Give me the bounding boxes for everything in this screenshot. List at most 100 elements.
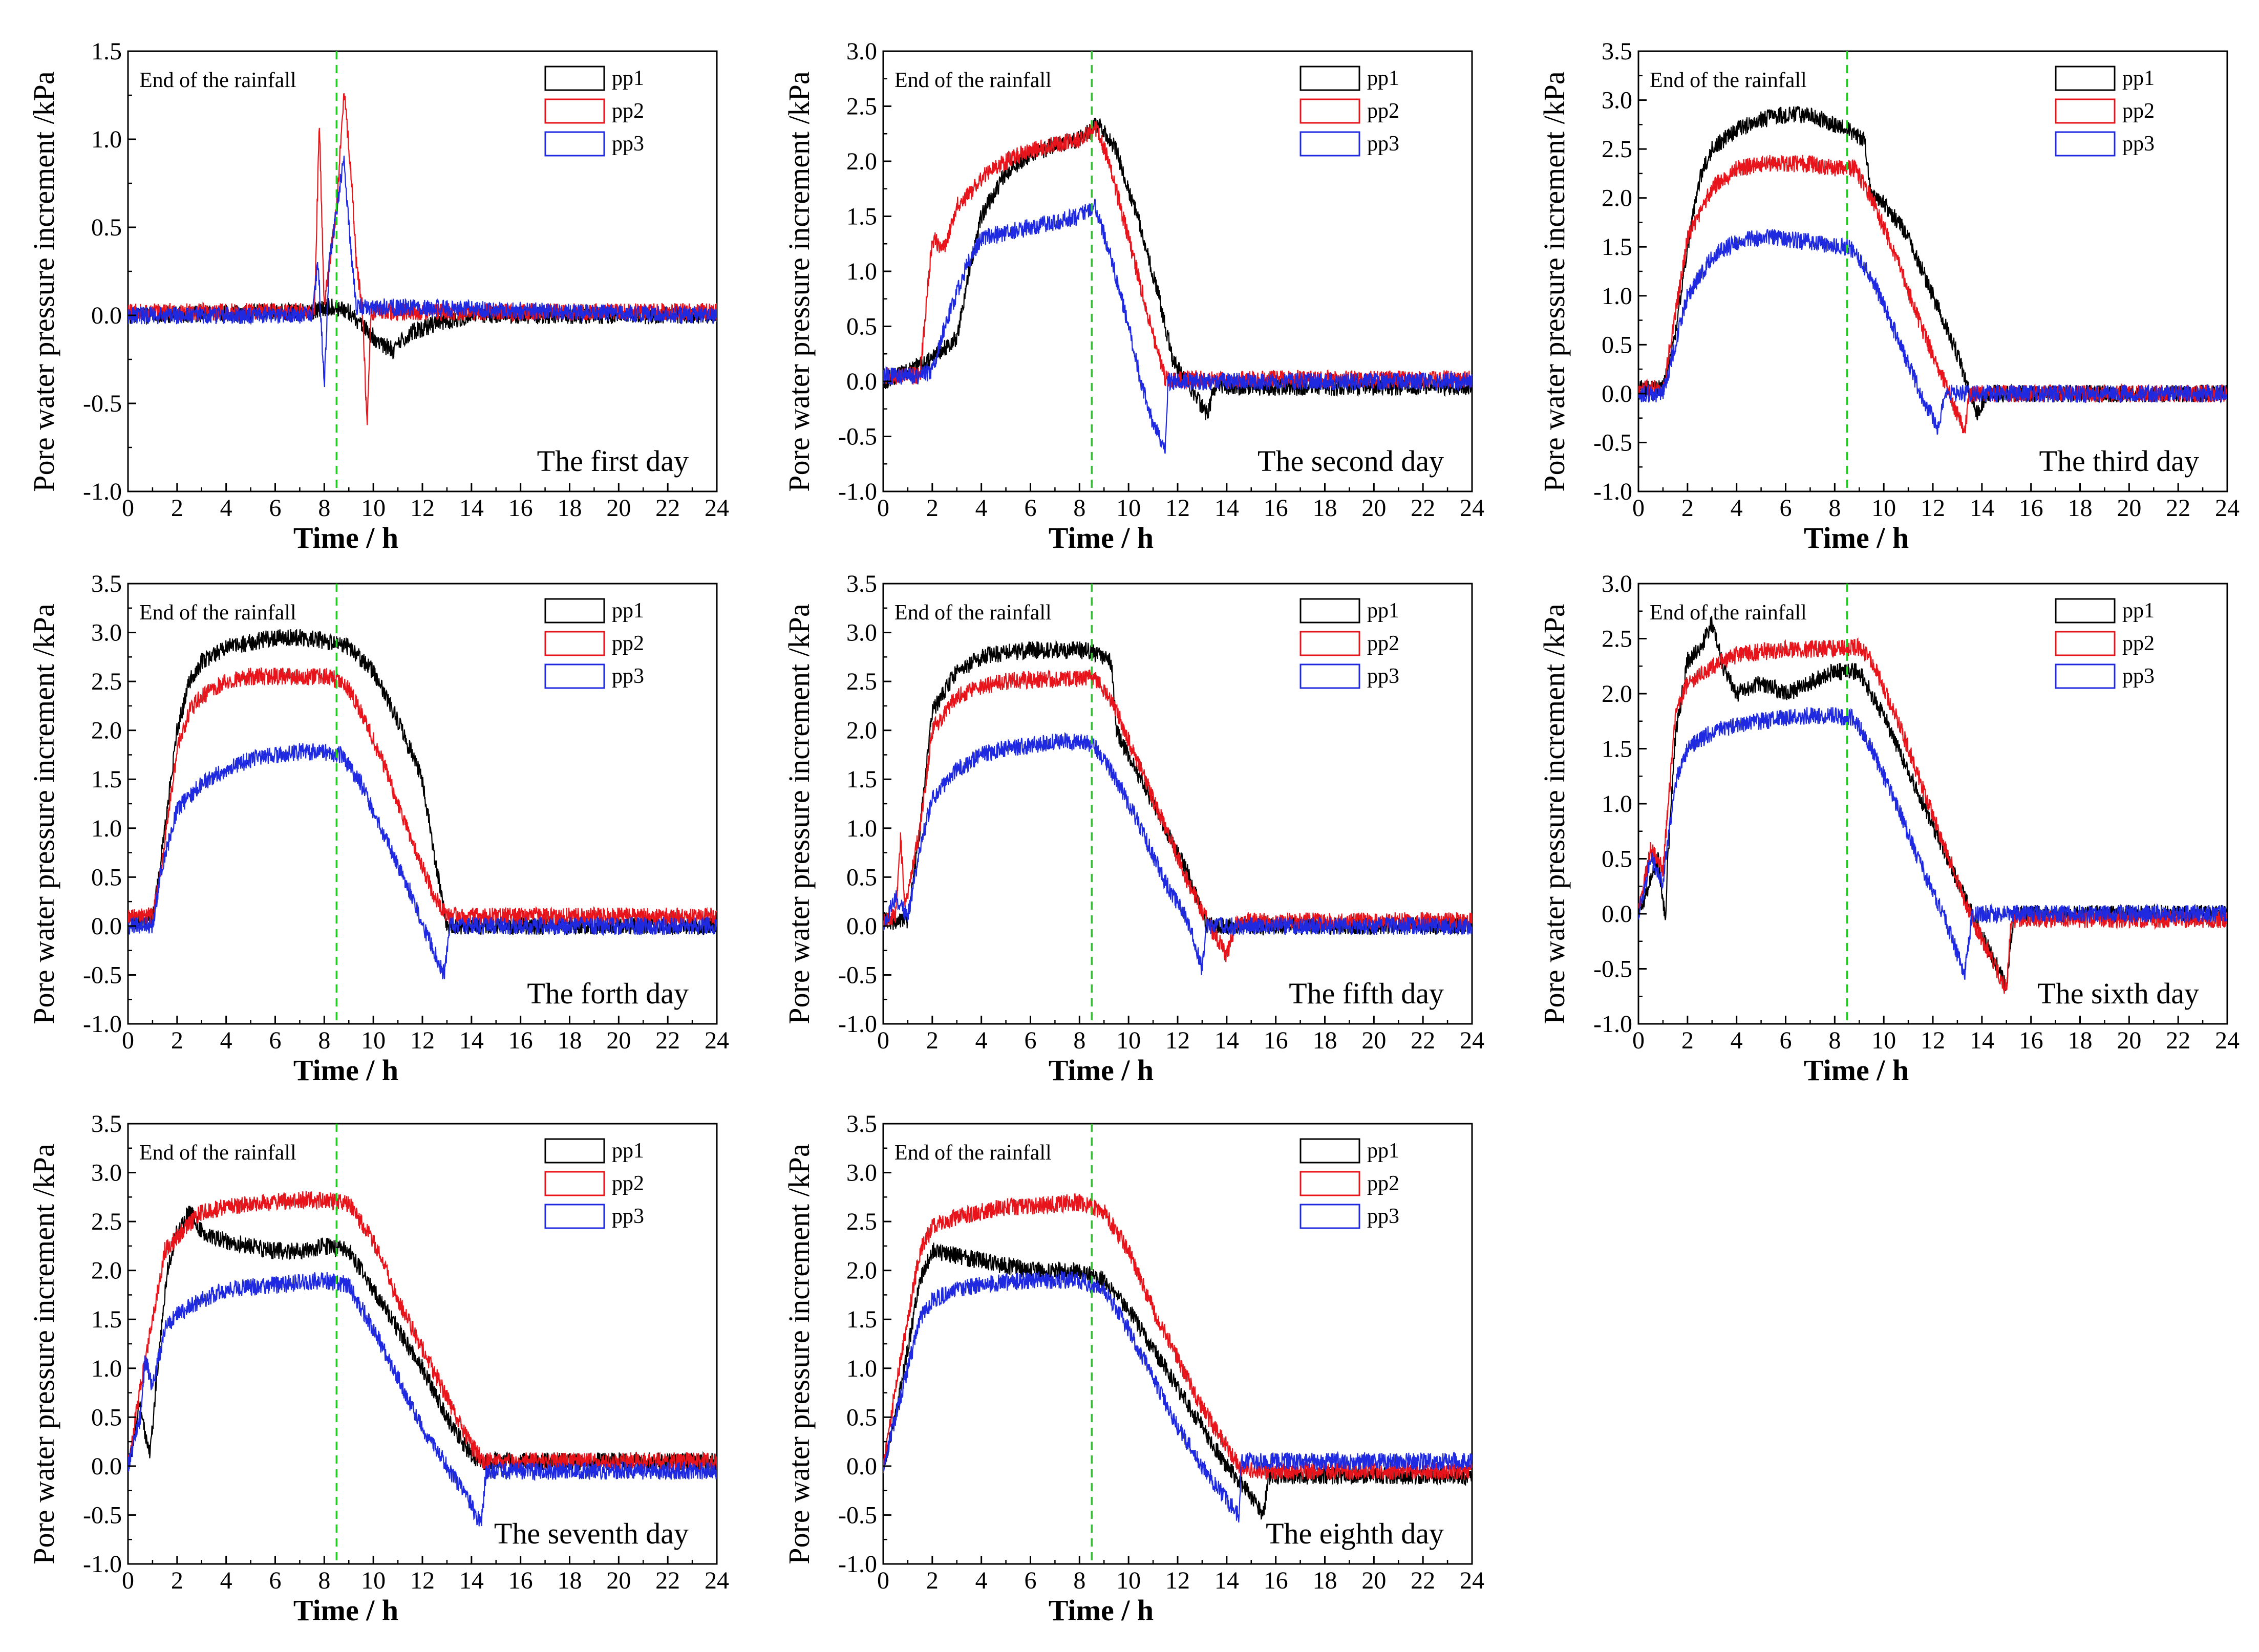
y-tick-label: -1.0 — [838, 1551, 877, 1578]
x-tick-label: 22 — [655, 1027, 680, 1054]
panel-4: 0 2 4 6 8 10 12 14 16 18 20 22 24-1.0-0.50.00.51.01.… — [27, 570, 729, 1087]
series-pp3-line — [1638, 229, 2227, 435]
legend-label-pp2: pp2 — [1367, 632, 1399, 655]
series-pp2-line — [883, 669, 1472, 962]
x-tick-label: 4 — [1731, 495, 1743, 522]
y-tick-label: 2.0 — [846, 1257, 877, 1284]
x-tick-label: 8 — [1073, 1567, 1085, 1594]
x-tick-label: 2 — [926, 1567, 939, 1594]
x-tick-label: 10 — [1116, 495, 1141, 522]
legend-label-pp2: pp2 — [1367, 99, 1399, 123]
y-tick-label: 0.0 — [846, 368, 877, 395]
y-tick-label: 0.5 — [91, 214, 122, 241]
x-tick-label: 12 — [410, 1027, 435, 1054]
y-tick-label: 3.5 — [846, 570, 877, 597]
panel-title: The sixth day — [2037, 977, 2199, 1010]
y-tick-label: 0.0 — [846, 913, 877, 940]
x-tick-label: 6 — [269, 1567, 282, 1594]
y-tick-label: 1.5 — [91, 38, 122, 65]
y-tick-label: 2.5 — [1602, 136, 1632, 163]
legend-swatch-pp1 — [1299, 66, 1360, 91]
panel-title: The fifth day — [1289, 977, 1444, 1010]
y-tick-label: 0.0 — [91, 1453, 122, 1480]
legend-label-pp3: pp3 — [612, 132, 644, 156]
y-tick-label: 3.5 — [91, 1110, 122, 1138]
x-tick-label: 14 — [1214, 495, 1239, 522]
y-axis-label: Pore water pressure increment /kPa — [1538, 71, 1571, 491]
legend-swatch-pp2 — [544, 1171, 605, 1196]
panel-title: The forth day — [527, 977, 689, 1010]
x-tick-label: 18 — [1313, 1567, 1337, 1594]
x-tick-label: 16 — [1264, 1567, 1288, 1594]
legend-swatch-pp1 — [1299, 598, 1360, 624]
x-axis-label: Time / h — [293, 1054, 398, 1087]
legend-label-pp2: pp2 — [612, 1172, 644, 1195]
x-tick-label: 6 — [269, 1027, 282, 1054]
x-tick-label: 0 — [877, 495, 889, 522]
x-tick-label: 24 — [705, 495, 729, 522]
y-tick-label: 2.5 — [1602, 626, 1632, 653]
y-tick-label: 1.5 — [91, 1306, 122, 1333]
legend-label-pp3: pp3 — [1367, 132, 1399, 156]
y-tick-label: 2.0 — [846, 717, 877, 744]
y-axis-label: Pore water pressure increment /kPa — [27, 604, 60, 1024]
legend-label-pp1: pp1 — [1367, 599, 1399, 623]
y-tick-label: 1.0 — [846, 258, 877, 285]
y-tick-label: -0.5 — [838, 423, 877, 450]
x-tick-label: 14 — [1214, 1567, 1239, 1594]
legend-swatch-pp1 — [2055, 66, 2116, 91]
x-axis-label: Time / h — [1049, 1594, 1154, 1627]
x-tick-label: 16 — [2019, 1027, 2043, 1054]
x-tick-label: 24 — [2215, 1027, 2240, 1054]
y-tick-label: -0.5 — [1593, 429, 1632, 456]
series-pp2-line — [1638, 637, 2227, 994]
series-pp1-line — [1638, 106, 2227, 421]
x-tick-label: 22 — [655, 1567, 680, 1594]
x-tick-label: 20 — [1361, 1027, 1386, 1054]
legend-label-pp3: pp3 — [1367, 664, 1399, 688]
legend-swatch-pp2 — [2055, 98, 2116, 124]
x-tick-label: 0 — [122, 1567, 134, 1594]
x-tick-label: 6 — [1025, 495, 1037, 522]
x-tick-label: 24 — [1460, 1567, 1484, 1594]
y-tick-label: -1.0 — [838, 478, 877, 505]
legend-swatch-pp1 — [2055, 598, 2116, 624]
x-tick-label: 20 — [2117, 495, 2141, 522]
series-group — [1638, 106, 2227, 435]
x-tick-label: 18 — [558, 1027, 582, 1054]
x-tick-label: 2 — [926, 1027, 939, 1054]
y-tick-label: -0.5 — [1593, 956, 1632, 983]
legend-swatch-pp2 — [1299, 1171, 1360, 1196]
legend-label-pp1: pp1 — [2122, 599, 2155, 623]
legend-label-pp3: pp3 — [2122, 132, 2155, 156]
x-tick-label: 18 — [2068, 1027, 2093, 1054]
panel-7: 0 2 4 6 8 10 12 14 16 18 20 22 24-1.0-0.50.00.51.01.… — [27, 1110, 729, 1627]
legend-label-pp1: pp1 — [2122, 67, 2155, 90]
y-tick-label: 1.5 — [91, 766, 122, 793]
y-tick-label: -0.5 — [83, 961, 122, 989]
legend-label-pp1: pp1 — [612, 599, 644, 623]
y-tick-label: 2.5 — [846, 668, 877, 695]
legend-label-pp3: pp3 — [612, 664, 644, 688]
panel-title: The second day — [1258, 444, 1444, 478]
rainfall-annotation: End of the rainfall — [894, 69, 1052, 92]
y-tick-label: 3.0 — [1602, 87, 1632, 114]
panel-title: The eighth day — [1266, 1517, 1444, 1550]
series-pp2-line — [128, 1191, 717, 1471]
y-tick-label: 3.0 — [846, 38, 877, 65]
x-tick-label: 18 — [1313, 495, 1337, 522]
panel-8: 0 2 4 6 8 10 12 14 16 18 20 22 24-1.0-0.50.00.51.01.… — [782, 1110, 1484, 1627]
x-tick-label: 4 — [975, 495, 988, 522]
x-tick-label: 12 — [1921, 495, 1945, 522]
legend-swatch-pp1 — [544, 1138, 605, 1164]
legend-label-pp3: pp3 — [612, 1205, 644, 1228]
series-pp3-line — [883, 732, 1472, 975]
y-tick-label: 3.5 — [91, 570, 122, 597]
x-tick-label: 12 — [410, 495, 435, 522]
y-tick-label: 0.5 — [91, 864, 122, 891]
x-tick-label: 4 — [975, 1027, 988, 1054]
x-tick-label: 10 — [1871, 1027, 1896, 1054]
y-tick-label: 2.0 — [91, 1257, 122, 1284]
x-tick-label: 12 — [1921, 1027, 1945, 1054]
y-tick-label: 3.0 — [846, 1160, 877, 1187]
